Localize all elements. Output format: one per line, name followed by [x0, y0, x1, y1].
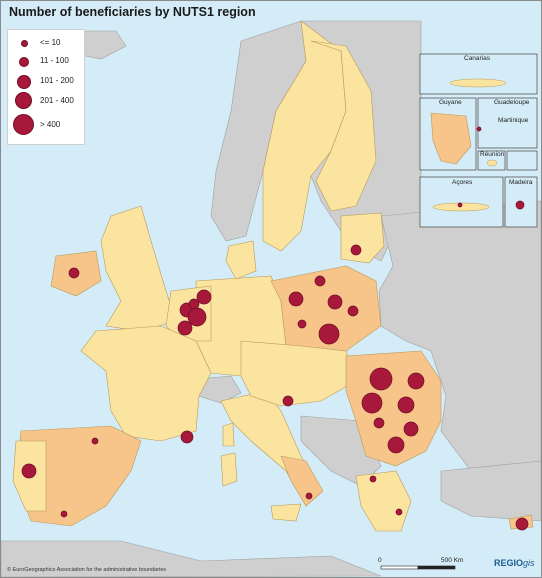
region-greece: [355, 470, 412, 532]
bubble-guyane: [476, 126, 482, 132]
bubble-iberia-north: [91, 437, 99, 445]
bubble-layer: [21, 126, 529, 531]
legend-item: 11 - 100: [8, 52, 84, 72]
bubble-benelux-1: [196, 289, 212, 305]
copyright-note: © EuroGeographics Association for the ad…: [7, 567, 167, 573]
scale-bar: [380, 565, 456, 570]
legend-item: <= 10: [8, 34, 84, 54]
inset-label-canarias: Canarias: [464, 55, 491, 62]
land-non-eu-north-africa: [1, 540, 382, 577]
bubble-france-south: [180, 430, 194, 444]
inset-label-acores: Açores: [452, 179, 473, 186]
bubble-iberia-west: [21, 463, 37, 479]
region-denmark: [225, 240, 257, 280]
legend-symbol: [21, 40, 28, 47]
bubble-benelux-4: [177, 320, 193, 336]
region-sicily: [270, 503, 302, 522]
inset-label-guyane: Guyane: [439, 99, 462, 106]
bubble-italy-south: [305, 492, 313, 500]
region-italy-south: [280, 455, 324, 507]
bubble-poland-6: [318, 323, 340, 345]
legend-symbol: [19, 57, 29, 67]
bubble-poland-1: [314, 275, 326, 287]
legend-item: 101 - 200: [8, 71, 84, 91]
map-title: Number of beneficiaries by NUTS1 region: [9, 5, 256, 19]
bubble-bulgaria-1: [403, 421, 419, 437]
region-corsica: [222, 422, 235, 447]
bubble-poland-3: [327, 294, 343, 310]
bubble-romania-3: [361, 392, 383, 414]
inset-label-madeira: Madeira: [509, 179, 533, 186]
bubble-poland-2: [288, 291, 304, 307]
legend-label: <= 10: [40, 38, 61, 47]
inset-martinique-box: [506, 150, 538, 171]
bubble-slovenia: [282, 395, 294, 407]
inset-label-martinique: Martinique: [498, 117, 529, 124]
legend: <= 10 11 - 100 101 - 200 201 - 400 > 400: [7, 29, 85, 145]
bubble-poland-4: [347, 305, 359, 317]
legend-symbol: [17, 75, 31, 89]
inset-canarias-islands: [449, 78, 507, 88]
inset-label-reunion: Réunion: [480, 151, 505, 158]
scale-end-label: 500 Km: [441, 557, 464, 564]
inset-canarias: [419, 53, 538, 95]
inset-madeira: [504, 176, 538, 228]
bubble-ireland: [68, 267, 80, 279]
inset-acores: [419, 176, 504, 228]
land-non-eu-turkey: [440, 460, 541, 522]
bubble-madeira: [515, 200, 525, 210]
legend-label: 101 - 200: [40, 76, 74, 85]
legend-symbol: [13, 114, 34, 135]
bubble-baltic: [350, 244, 362, 256]
region-central-east: [240, 340, 357, 407]
brand-sub: gis: [523, 558, 535, 568]
inset-reunion-land: [486, 159, 498, 167]
legend-item: > 400: [8, 114, 84, 135]
inset-guyane-land: [430, 112, 472, 165]
bubble-benelux-5: [188, 298, 200, 310]
region-sardinia: [220, 452, 238, 487]
bubble-poland-5: [297, 319, 307, 329]
bubble-romania-4: [397, 396, 415, 414]
brand-logo: REGIOgis: [494, 558, 535, 568]
land-non-eu-russia-ukraine: [378, 200, 541, 522]
inset-label-guadeloupe: Guadeloupe: [494, 99, 530, 106]
bubble-romania-2: [407, 372, 425, 390]
inset-guadeloupe: [477, 97, 538, 149]
bubble-bulgaria-2: [387, 436, 405, 454]
bubble-greece-2: [395, 508, 403, 516]
bubble-acores: [457, 202, 463, 208]
legend-label: > 400: [40, 120, 61, 129]
bubble-cyprus: [515, 517, 529, 531]
bubble-benelux-3: [187, 307, 207, 327]
brand-main: REGIO: [494, 558, 524, 568]
region-france: [80, 325, 212, 442]
bubble-iberia-south: [60, 510, 68, 518]
legend-symbol: [15, 92, 32, 109]
scale-start-label: 0: [378, 557, 382, 564]
region-finland: [310, 40, 377, 212]
bubble-romania-5: [373, 417, 385, 429]
legend-label: 11 - 100: [40, 56, 69, 65]
bubble-romania-1: [369, 367, 393, 391]
legend-label: 201 - 400: [40, 96, 74, 105]
bubble-greece-1: [369, 475, 377, 483]
legend-item: 201 - 400: [8, 90, 84, 110]
